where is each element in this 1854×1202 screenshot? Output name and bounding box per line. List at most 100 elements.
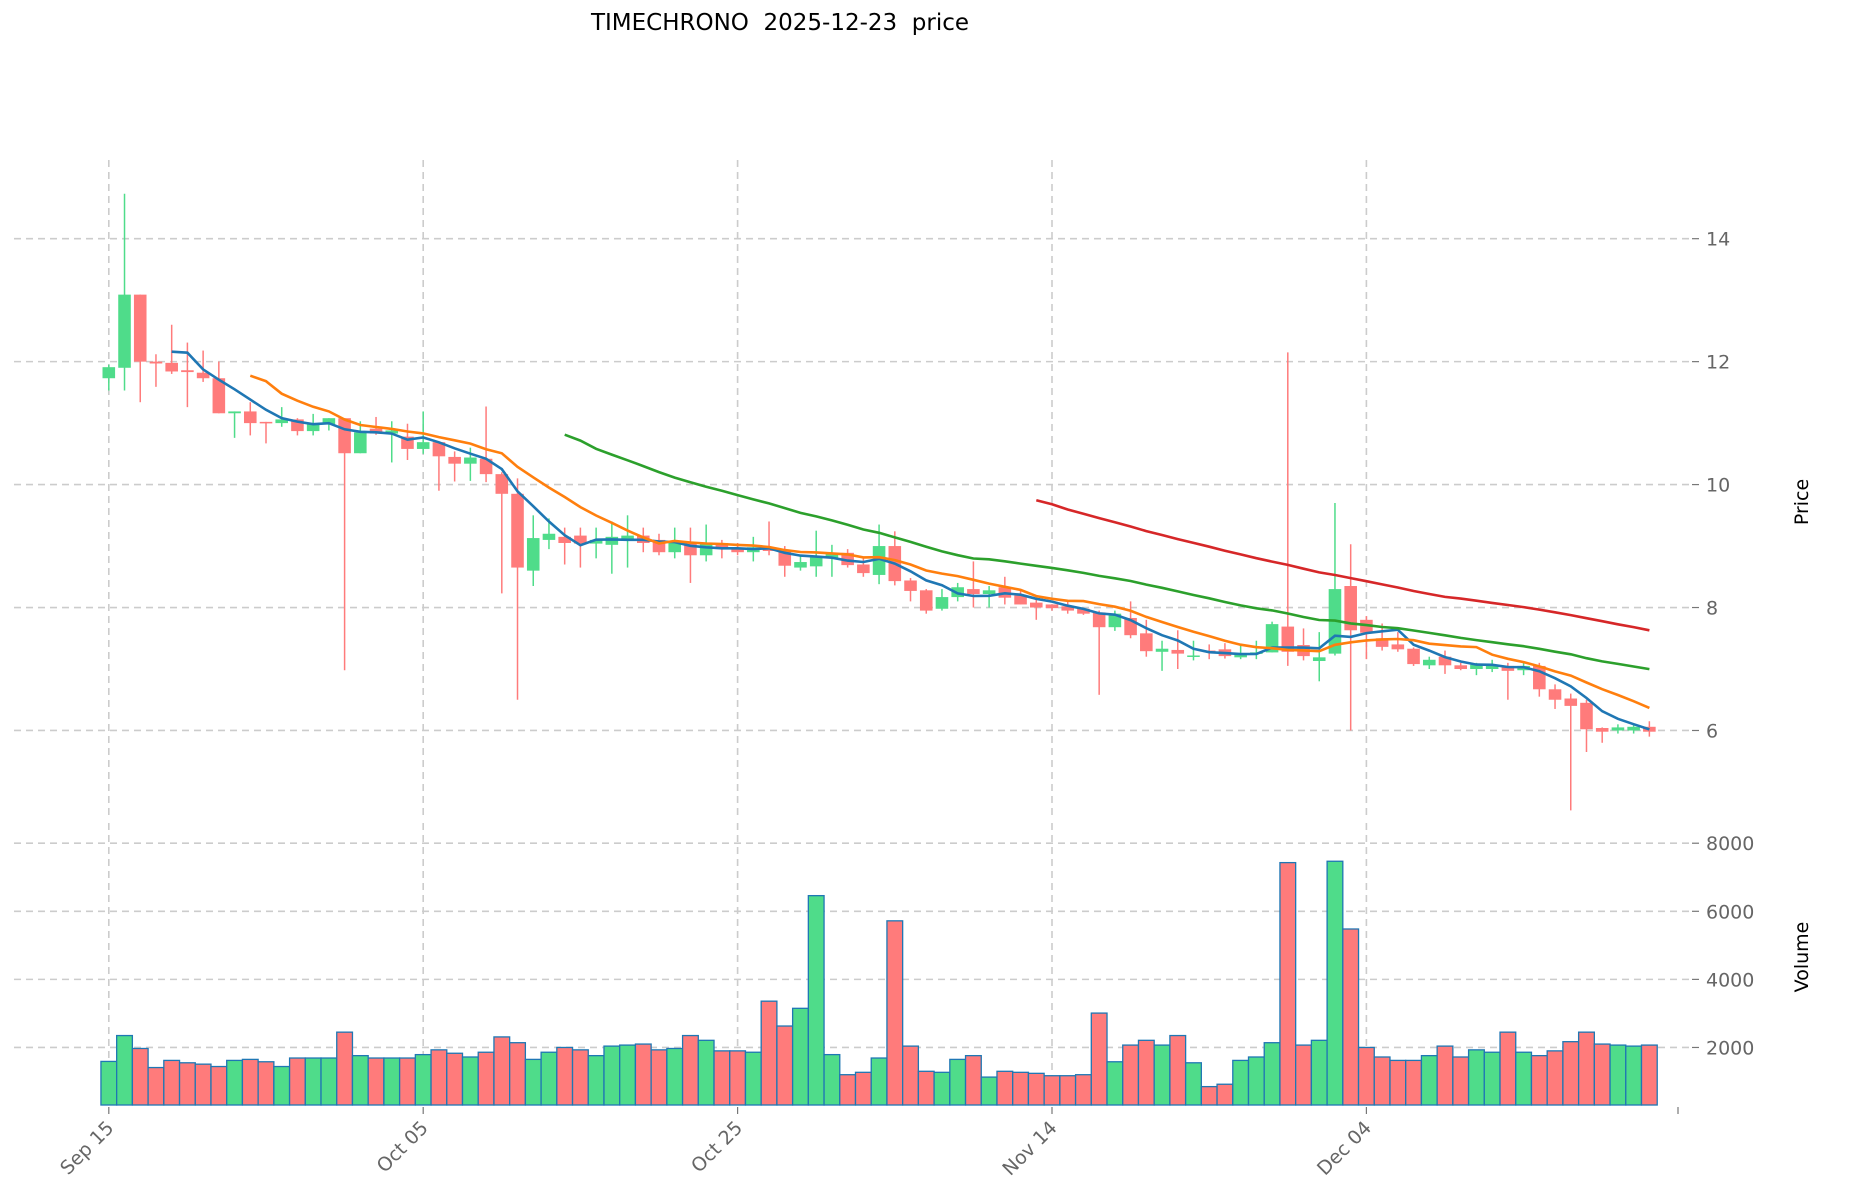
x-tick-label: Sep 15 xyxy=(56,1117,118,1179)
volume-bar xyxy=(1247,1056,1265,1106)
candle-body xyxy=(259,421,273,424)
volume-bar xyxy=(870,1057,888,1106)
candle-body xyxy=(1501,665,1515,671)
volume-bar xyxy=(178,1062,196,1106)
candle xyxy=(1611,724,1625,734)
candle xyxy=(794,555,807,571)
volume-bar xyxy=(477,1051,495,1106)
volume-bar xyxy=(1106,1061,1124,1106)
volume-bar xyxy=(996,1070,1014,1106)
volume-bar xyxy=(524,1058,542,1106)
candle-body xyxy=(589,539,603,544)
candle-body xyxy=(1564,698,1578,706)
candle-body xyxy=(1627,726,1640,731)
volume-bar xyxy=(241,1058,259,1106)
volume-bar xyxy=(100,1060,118,1106)
volume-bar xyxy=(226,1059,244,1106)
candle-body xyxy=(102,367,116,379)
candle-body xyxy=(668,542,682,553)
candle xyxy=(354,421,367,454)
candle-body xyxy=(479,458,493,475)
candle xyxy=(935,589,949,611)
candle xyxy=(212,361,226,414)
candle xyxy=(998,576,1012,605)
candle-body xyxy=(181,370,194,373)
volume-bar xyxy=(414,1053,432,1106)
candle-body xyxy=(291,419,304,432)
candle-body xyxy=(1344,586,1357,631)
ma5-line xyxy=(171,350,1650,731)
candle xyxy=(967,561,980,608)
candle-body xyxy=(1407,648,1420,665)
volume-bar xyxy=(917,1070,935,1106)
candle-body xyxy=(621,535,634,540)
candle xyxy=(1328,503,1342,656)
candle xyxy=(1297,628,1310,661)
volume-bar xyxy=(1295,1044,1313,1106)
candle xyxy=(1029,598,1043,620)
candle-body xyxy=(1375,638,1389,647)
candle xyxy=(243,402,257,436)
volume-bar xyxy=(1373,1056,1391,1106)
volume-bar xyxy=(1263,1042,1281,1106)
x-tick-label: Oct 25 xyxy=(687,1117,747,1177)
candle-body xyxy=(1281,626,1295,652)
candle xyxy=(684,527,697,583)
volume-bar xyxy=(571,1049,589,1106)
volume-bar xyxy=(461,1056,479,1106)
candle xyxy=(1234,644,1247,660)
volume-axis-label: Volume xyxy=(1791,922,1813,993)
candle-body xyxy=(1265,624,1279,653)
volume-bar xyxy=(1027,1072,1045,1106)
candle-body xyxy=(809,557,823,567)
candle-body xyxy=(542,533,556,540)
volume-bar xyxy=(131,1047,149,1106)
volume-bar xyxy=(1059,1075,1077,1106)
candle-body xyxy=(526,538,540,571)
volume-bar xyxy=(1640,1044,1658,1106)
candle-body xyxy=(118,294,131,368)
ma60-line xyxy=(1035,498,1650,632)
volume-bar xyxy=(1012,1071,1030,1106)
volume-bar xyxy=(556,1046,574,1106)
candle-body xyxy=(904,580,917,591)
volume-bar xyxy=(1090,1012,1108,1106)
candle xyxy=(1501,662,1515,700)
volume-bar xyxy=(791,1007,809,1106)
candle-body xyxy=(306,424,320,432)
volume-bar xyxy=(1137,1039,1155,1106)
volume-bar xyxy=(854,1071,872,1106)
candle-body xyxy=(1580,702,1593,730)
volume-bar xyxy=(288,1057,306,1106)
candle xyxy=(1438,650,1452,674)
candle xyxy=(1595,727,1609,743)
candle-body xyxy=(935,597,949,609)
volume-bar xyxy=(1515,1051,1533,1106)
volume-bar xyxy=(430,1049,448,1106)
volume-bar xyxy=(603,1045,621,1106)
candle-body xyxy=(1092,612,1106,628)
volume-bar xyxy=(1405,1059,1423,1106)
volume-bar xyxy=(1310,1039,1328,1106)
candle xyxy=(809,530,823,577)
volume-bar xyxy=(807,894,825,1106)
candle xyxy=(338,418,351,671)
candle-body xyxy=(872,546,886,575)
candle xyxy=(1045,604,1059,611)
candle-body xyxy=(432,442,446,457)
candle-body xyxy=(1045,604,1059,609)
price-ytick-label: 10 xyxy=(1706,475,1730,497)
volume-bar xyxy=(1593,1043,1611,1106)
volume-ytick-label: 4000 xyxy=(1706,969,1754,991)
candle-body xyxy=(1077,608,1090,614)
candle xyxy=(259,421,273,444)
candle xyxy=(1155,640,1169,671)
candle xyxy=(1140,619,1153,657)
candle-body xyxy=(715,542,729,548)
price-axis-label: Price xyxy=(1791,479,1813,525)
candle-body xyxy=(1548,689,1562,700)
volume-bar xyxy=(446,1052,464,1106)
candle xyxy=(1627,724,1640,734)
candle xyxy=(102,364,116,391)
